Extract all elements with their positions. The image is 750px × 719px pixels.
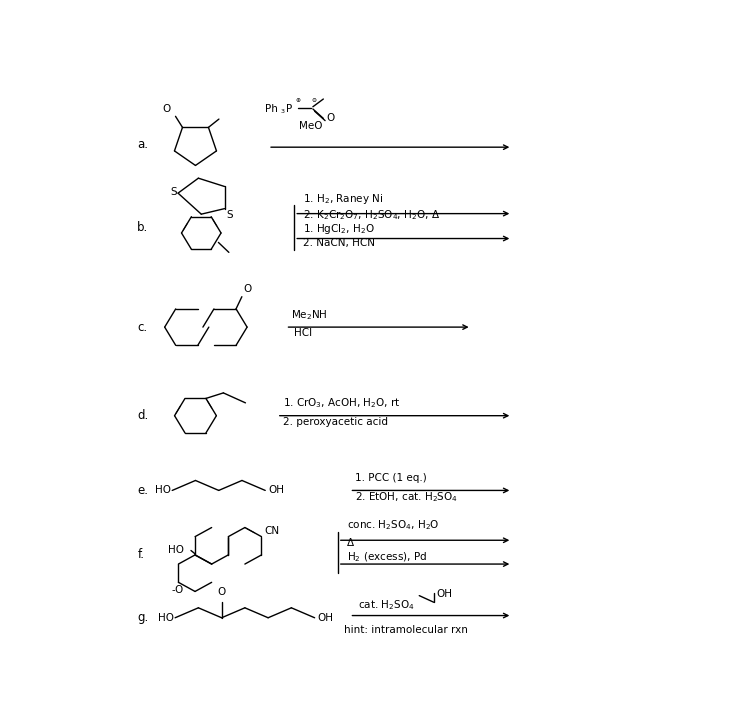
Text: 1. PCC (1 eq.): 1. PCC (1 eq.) <box>356 473 427 483</box>
Text: CN: CN <box>265 526 280 536</box>
Text: HO: HO <box>158 613 174 623</box>
Text: d.: d. <box>137 409 148 422</box>
Text: 1. H$_2$, Raney Ni: 1. H$_2$, Raney Ni <box>303 192 383 206</box>
Text: a.: a. <box>137 138 148 151</box>
Text: b.: b. <box>137 221 148 234</box>
Text: hint: intramolecular rxn: hint: intramolecular rxn <box>344 625 467 635</box>
Text: 2. NaCN, HCN: 2. NaCN, HCN <box>303 238 375 248</box>
Text: Me$_2$NH: Me$_2$NH <box>291 308 328 322</box>
Text: Δ: Δ <box>346 538 354 548</box>
Text: c.: c. <box>137 321 148 334</box>
Text: Ph: Ph <box>266 104 278 114</box>
Text: f.: f. <box>137 548 144 561</box>
Text: S: S <box>226 210 233 220</box>
Text: OH: OH <box>268 485 284 495</box>
Text: H$_2$ (excess), Pd: H$_2$ (excess), Pd <box>346 550 427 564</box>
Text: 2. EtOH, cat. H$_2$SO$_4$: 2. EtOH, cat. H$_2$SO$_4$ <box>356 490 458 504</box>
Text: cat. H$_2$SO$_4$: cat. H$_2$SO$_4$ <box>358 599 415 613</box>
Text: -O: -O <box>172 585 184 595</box>
Text: $_3$: $_3$ <box>280 106 286 116</box>
Text: e.: e. <box>137 484 148 497</box>
Text: $^\oplus$: $^\oplus$ <box>294 97 302 106</box>
Text: O: O <box>163 104 171 114</box>
Text: O: O <box>327 114 335 124</box>
Text: 1. HgCl$_2$, H$_2$O: 1. HgCl$_2$, H$_2$O <box>303 221 375 236</box>
Text: g.: g. <box>137 611 148 624</box>
Text: HCl: HCl <box>294 328 313 338</box>
Text: $^\ominus$: $^\ominus$ <box>310 97 318 106</box>
Text: MeO: MeO <box>299 121 322 131</box>
Text: OH: OH <box>317 613 334 623</box>
Text: OH: OH <box>436 589 453 599</box>
Text: 1. CrO$_3$, AcOH, H$_2$O, rt: 1. CrO$_3$, AcOH, H$_2$O, rt <box>283 397 400 411</box>
Text: conc. H$_2$SO$_4$, H$_2$O: conc. H$_2$SO$_4$, H$_2$O <box>346 518 439 532</box>
Text: O: O <box>217 587 226 597</box>
Text: 2. peroxyacetic acid: 2. peroxyacetic acid <box>283 417 388 427</box>
Text: HO: HO <box>168 546 184 556</box>
Text: O: O <box>243 284 251 294</box>
Text: S: S <box>170 187 176 197</box>
Text: HO: HO <box>154 485 171 495</box>
Text: 2. K$_2$Cr$_2$O$_7$, H$_2$SO$_4$, H$_2$O, Δ: 2. K$_2$Cr$_2$O$_7$, H$_2$SO$_4$, H$_2$O… <box>303 209 440 222</box>
Text: P: P <box>286 104 292 114</box>
